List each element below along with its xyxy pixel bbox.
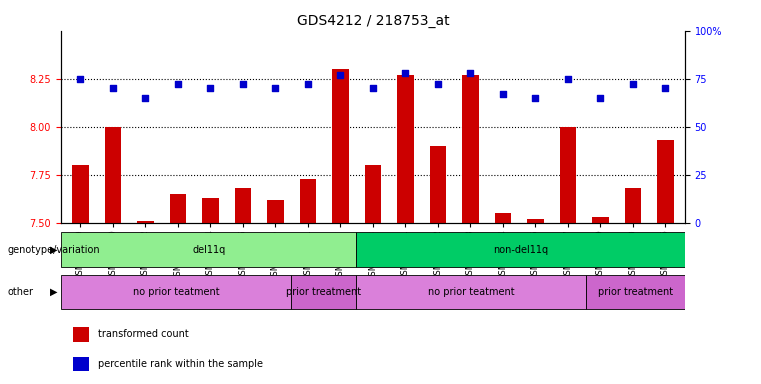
Text: transformed count: transformed count xyxy=(98,329,189,339)
Bar xyxy=(333,69,349,223)
FancyBboxPatch shape xyxy=(356,275,587,309)
Text: no prior teatment: no prior teatment xyxy=(428,287,514,297)
Bar xyxy=(625,188,641,223)
Point xyxy=(237,81,249,88)
Point xyxy=(400,70,412,76)
Text: ▶: ▶ xyxy=(49,245,57,255)
Bar xyxy=(73,327,89,342)
Point xyxy=(107,85,119,91)
Bar xyxy=(397,75,413,223)
Text: prior treatment: prior treatment xyxy=(598,287,673,297)
FancyBboxPatch shape xyxy=(61,275,291,309)
Point xyxy=(659,85,671,91)
Point xyxy=(269,85,282,91)
Text: ▶: ▶ xyxy=(49,287,57,297)
Bar xyxy=(234,188,251,223)
Text: percentile rank within the sample: percentile rank within the sample xyxy=(98,359,263,369)
Point xyxy=(302,81,314,88)
Text: no prior teatment: no prior teatment xyxy=(132,287,219,297)
Bar xyxy=(137,221,154,223)
Bar xyxy=(170,194,186,223)
Text: non-del11q: non-del11q xyxy=(493,245,548,255)
FancyBboxPatch shape xyxy=(587,275,685,309)
Bar xyxy=(430,146,446,223)
Title: GDS4212 / 218753_at: GDS4212 / 218753_at xyxy=(297,14,449,28)
Bar xyxy=(73,357,89,371)
Point xyxy=(464,70,476,76)
Text: other: other xyxy=(8,287,33,297)
Bar xyxy=(495,213,511,223)
Bar xyxy=(462,75,479,223)
Text: genotype/variation: genotype/variation xyxy=(8,245,100,255)
Bar xyxy=(658,140,673,223)
Point xyxy=(367,85,379,91)
FancyBboxPatch shape xyxy=(61,232,356,267)
Bar xyxy=(365,165,381,223)
Point xyxy=(497,91,509,97)
Point xyxy=(204,85,216,91)
Bar xyxy=(267,200,284,223)
FancyBboxPatch shape xyxy=(291,275,356,309)
Bar xyxy=(300,179,316,223)
Text: prior treatment: prior treatment xyxy=(286,287,361,297)
Bar xyxy=(560,127,576,223)
Point xyxy=(530,95,542,101)
Bar xyxy=(105,127,121,223)
Bar xyxy=(72,165,88,223)
Bar xyxy=(592,217,609,223)
Bar xyxy=(527,219,543,223)
Point xyxy=(627,81,639,88)
Point xyxy=(139,95,151,101)
Text: del11q: del11q xyxy=(192,245,225,255)
Point xyxy=(562,76,574,82)
Point xyxy=(594,95,607,101)
Point xyxy=(75,76,87,82)
Point xyxy=(431,81,444,88)
Point xyxy=(334,72,346,78)
FancyBboxPatch shape xyxy=(356,232,685,267)
Bar xyxy=(202,198,218,223)
Point xyxy=(172,81,184,88)
